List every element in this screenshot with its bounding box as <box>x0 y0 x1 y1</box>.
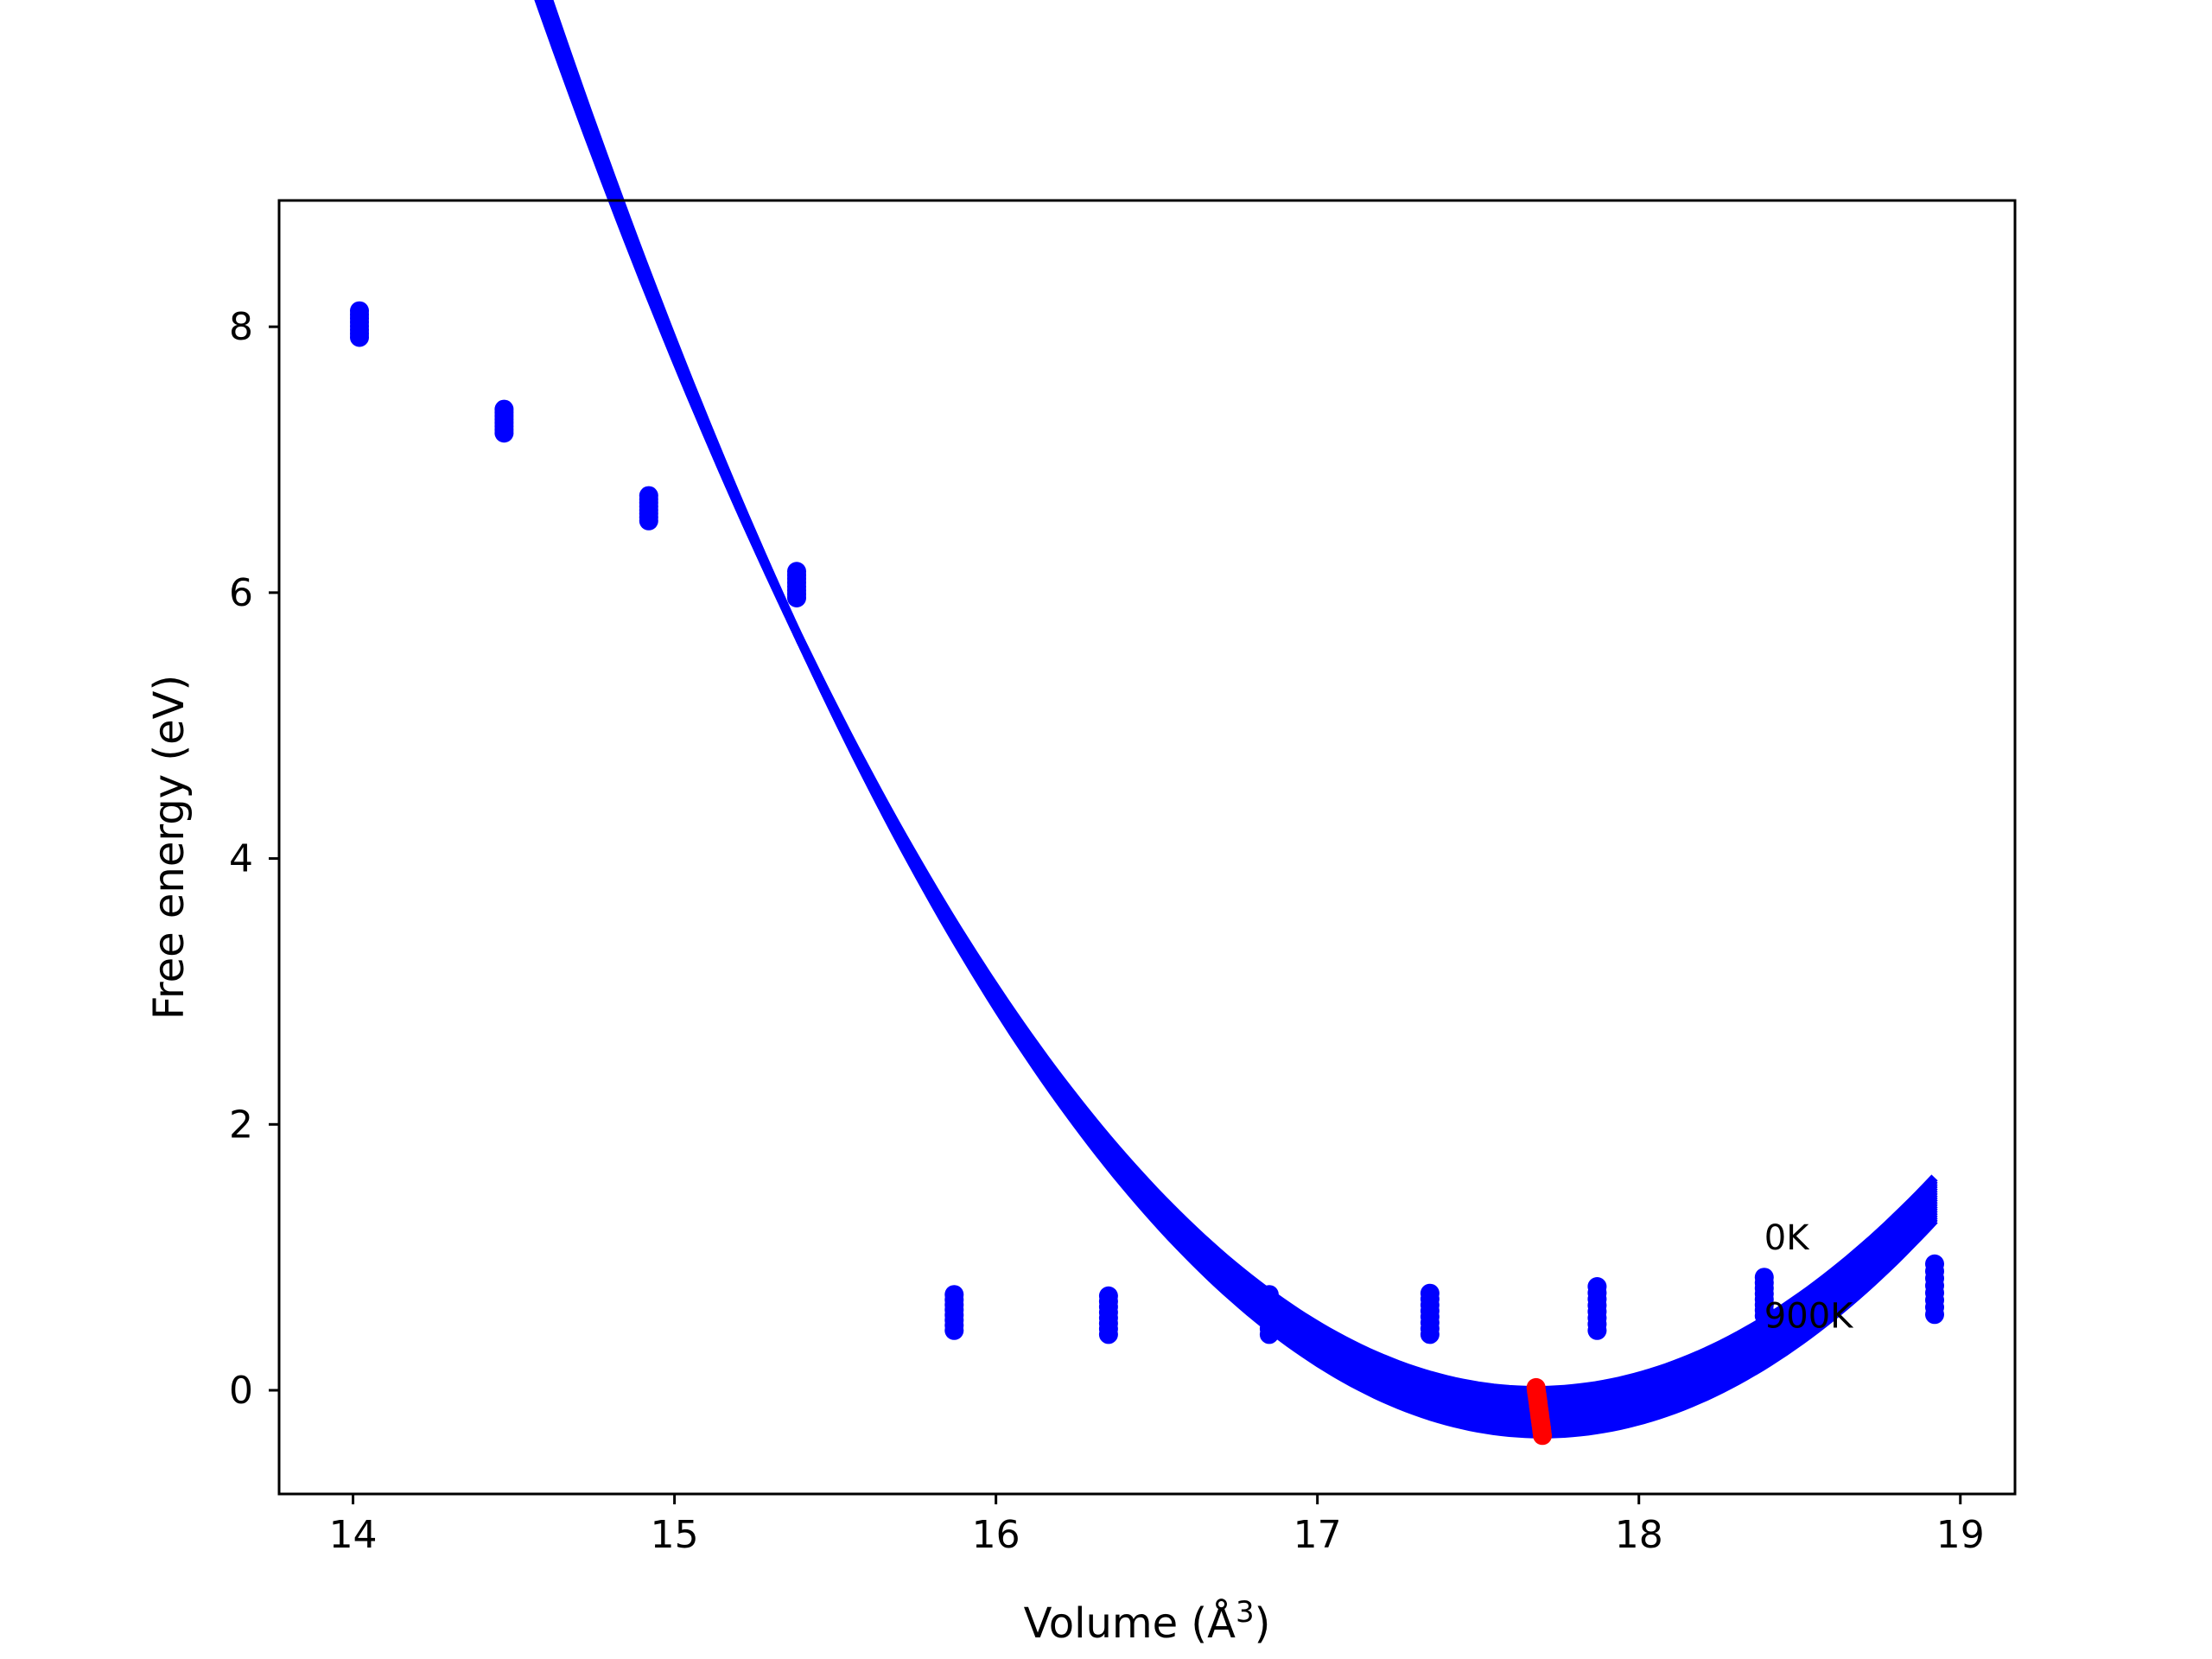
x-axis-label-close: ) <box>1255 1599 1271 1648</box>
data-point <box>1098 1325 1118 1344</box>
data-point <box>1925 1305 1944 1325</box>
plot-area <box>277 0 2017 1496</box>
eos-curves <box>534 0 1938 1439</box>
x-tick-label: 15 <box>651 1513 699 1557</box>
data-point <box>1587 1320 1607 1340</box>
x-tick-label: 14 <box>329 1513 378 1557</box>
minimum-point <box>1533 1426 1553 1446</box>
data-point <box>350 327 369 347</box>
x-axis-label-main: Volume (Å <box>1024 1599 1236 1648</box>
y-tick-label: 6 <box>229 571 253 615</box>
y-axis-ticks: 0 2 4 6 8 <box>229 305 279 1413</box>
data-point <box>787 588 806 607</box>
x-tick-label: 19 <box>1936 1513 1985 1557</box>
x-axis-label-superscript: 3 <box>1236 1595 1255 1630</box>
x-axis-ticks: 14 15 16 17 18 19 <box>329 1494 1985 1557</box>
axes-frame <box>277 199 2017 1496</box>
eos-curve <box>544 0 1938 1439</box>
data-point <box>639 511 658 531</box>
x-tick-label: 18 <box>1615 1513 1663 1557</box>
curve-annotation: 0K <box>1764 1218 1810 1258</box>
data-point <box>1420 1325 1440 1344</box>
minimum-markers <box>1526 1377 1553 1446</box>
x-axis-label: Volume (Å3) <box>1024 1595 1271 1648</box>
data-point <box>494 423 514 443</box>
data-point <box>944 1320 964 1340</box>
y-tick-label: 8 <box>229 305 253 349</box>
y-axis-label: Free energy (eV) <box>145 675 194 1020</box>
x-tick-label: 16 <box>972 1513 1020 1557</box>
data-point <box>1754 1306 1774 1325</box>
y-tick-label: 2 <box>229 1103 253 1147</box>
curve-annotation: 900K <box>1764 1297 1854 1337</box>
curve-annotations: 0K 900K <box>1764 1218 1854 1337</box>
data-points <box>350 301 1944 1344</box>
y-tick-label: 4 <box>229 837 253 881</box>
x-tick-label: 17 <box>1294 1513 1342 1557</box>
data-point <box>1259 1325 1279 1344</box>
y-tick-label: 0 <box>229 1369 253 1413</box>
